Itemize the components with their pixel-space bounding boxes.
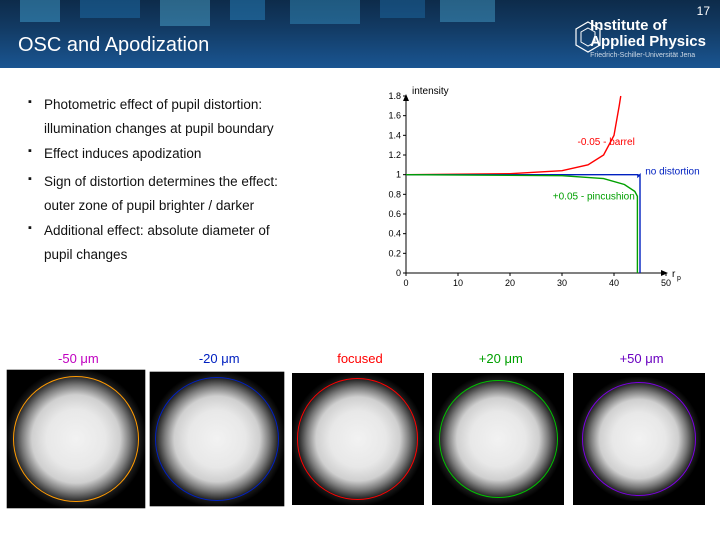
pupil-label: -20 μm [199, 351, 240, 369]
pupil-cell: -20 μm [151, 350, 288, 505]
svg-text:0.2: 0.2 [388, 248, 401, 258]
svg-text:1.4: 1.4 [388, 130, 401, 140]
pupil-image [151, 373, 283, 505]
svg-text:30: 30 [557, 278, 567, 288]
bullet-continuation: illumination changes at pupil boundary [28, 116, 358, 142]
institute-sub: Friedrich-Schiller-Universität Jena [590, 52, 706, 59]
pupil-cell: -50 μm [10, 350, 147, 505]
svg-text:1.6: 1.6 [388, 111, 401, 121]
institute-logo-text: Institute of Applied Physics Friedrich-S… [590, 18, 706, 59]
pupil-image [292, 373, 424, 505]
pupil-label: +20 μm [479, 351, 523, 369]
bullet-item: Photometric effect of pupil distortion: [28, 92, 358, 118]
svg-text:0.8: 0.8 [388, 189, 401, 199]
pupil-image [573, 373, 705, 505]
bullet-list: Photometric effect of pupil distortion:i… [28, 92, 358, 267]
chart-svg: 0 0.2 0.4 0.6 0.8 1 1.2 1.4 1.6 1.8 0 10 20 30 40 50 int… [372, 82, 702, 297]
pupil-row: -50 μm -20 μm focused +20 μm +50 μm [10, 350, 710, 505]
institute-line1: Institute of [590, 18, 706, 34]
bullet-item: Sign of distortion determines the effect… [28, 169, 358, 195]
svg-text:10: 10 [453, 278, 463, 288]
svg-text:no distortion: no distortion [645, 167, 699, 178]
pupil-image [432, 373, 564, 505]
svg-text:20: 20 [505, 278, 515, 288]
pupil-label: +50 μm [620, 351, 664, 369]
slide-title: OSC and Apodization [18, 34, 209, 57]
svg-text:p: p [677, 275, 681, 282]
svg-text:0: 0 [396, 268, 401, 278]
svg-text:intensity: intensity [412, 86, 449, 97]
svg-text:0: 0 [403, 278, 408, 288]
svg-text:0.4: 0.4 [388, 229, 401, 239]
intensity-chart: 0 0.2 0.4 0.6 0.8 1 1.2 1.4 1.6 1.8 0 10 20 30 40 50 int… [372, 82, 702, 297]
svg-text:1: 1 [396, 170, 401, 180]
svg-text:1.2: 1.2 [388, 150, 401, 160]
svg-text:50: 50 [661, 278, 671, 288]
pupil-label: focused [337, 351, 383, 369]
svg-text:-0.05 - barrel: -0.05 - barrel [578, 137, 635, 148]
bullet-continuation: pupil changes [28, 242, 358, 268]
svg-text:+0.05 - pincushion: +0.05 - pincushion [553, 191, 635, 202]
institute-line2: Applied Physics [590, 34, 706, 50]
svg-text:r: r [672, 269, 676, 280]
bullet-item: Additional effect: absolute diameter of [28, 218, 358, 244]
slide-header: 17 OSC and Apodization Institute of Appl… [0, 0, 720, 68]
page-number: 17 [697, 4, 710, 18]
bullet-continuation: outer zone of pupil brighter / darker [28, 193, 358, 219]
bullet-item: Effect induces apodization [28, 141, 358, 167]
pupil-cell: focused [292, 350, 429, 505]
pupil-label: -50 μm [58, 351, 99, 369]
pupil-image [10, 373, 142, 505]
svg-text:0.6: 0.6 [388, 209, 401, 219]
pupil-cell: +50 μm [573, 350, 710, 505]
svg-text:1.8: 1.8 [388, 91, 401, 101]
pupil-cell: +20 μm [432, 350, 569, 505]
svg-text:40: 40 [609, 278, 619, 288]
